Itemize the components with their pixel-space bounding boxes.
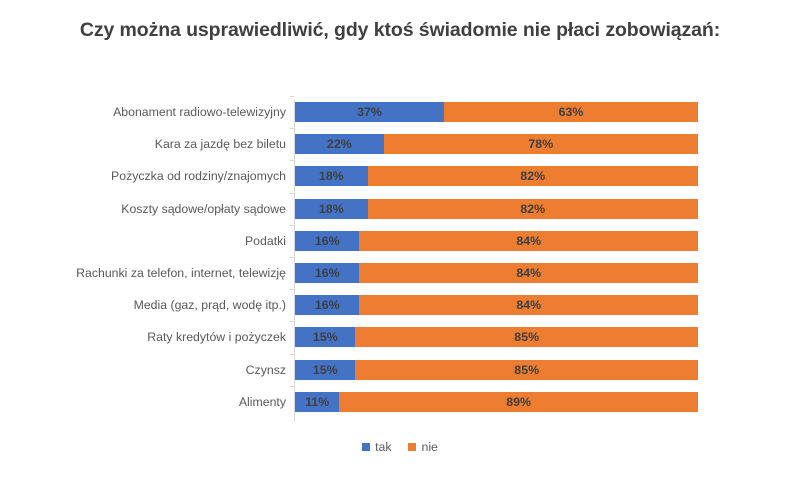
bar-segment-nie: 84% xyxy=(359,295,698,316)
bar-row: Media (gaz, prąd, wodę itp.) 16% 84% xyxy=(0,289,800,321)
category-label: Podatki xyxy=(244,233,286,248)
bar-row: Kara za jazdę bez biletu 22% 78% xyxy=(0,128,800,160)
category-label: Czynsz xyxy=(245,362,286,377)
bar-segment-nie: 85% xyxy=(355,327,698,348)
category-label: Pożyczka od rodziny/znajomych xyxy=(111,169,286,184)
bar-segment-tak: 37% xyxy=(295,102,445,123)
bar-row: Raty kredytów i pożyczek 15% 85% xyxy=(0,321,800,353)
bar-segment-tak: 16% xyxy=(295,295,360,316)
axis-tick xyxy=(290,224,294,226)
bar-segment-nie: 84% xyxy=(359,263,698,284)
axis-tick xyxy=(290,289,294,291)
legend-item[interactable]: tak xyxy=(362,440,391,454)
bar-segment-tak: 11% xyxy=(295,391,340,412)
category-label: Koszty sądowe/opłaty sądowe xyxy=(121,201,286,216)
bar-row: Abonament radiowo-telewizyjny 37% 63% xyxy=(0,96,800,128)
category-label: Abonament radiowo-telewizyjny xyxy=(113,105,286,120)
stacked-bar: 37% 63% xyxy=(295,102,698,123)
bar-segment-nie: 82% xyxy=(367,166,698,187)
category-label: Media (gaz, prąd, wodę itp.) xyxy=(133,298,286,313)
bar-segment-nie: 89% xyxy=(339,391,698,412)
stacked-bar: 15% 85% xyxy=(295,359,698,380)
stacked-bar: 18% 82% xyxy=(295,166,698,187)
bar-segment-tak: 18% xyxy=(295,166,368,187)
stacked-bar: 18% 82% xyxy=(295,198,698,219)
legend-swatch-icon xyxy=(408,443,417,451)
bar-row: Rachunki za telefon, internet, telewizję… xyxy=(0,256,800,289)
stacked-bar: 16% 84% xyxy=(295,230,698,251)
bar-segment-nie: 82% xyxy=(367,198,698,219)
axis-tick xyxy=(290,353,294,355)
bar-segment-nie: 63% xyxy=(444,102,698,123)
stacked-bar: 15% 85% xyxy=(295,327,698,348)
bar-segment-nie: 84% xyxy=(359,230,698,251)
axis-tick xyxy=(290,96,294,97)
stacked-bar: 16% 84% xyxy=(295,295,698,316)
bar-row: Podatki 16% 84% xyxy=(0,224,800,257)
category-label: Alimenty xyxy=(238,394,286,409)
chart-legend: tak nie xyxy=(0,440,800,454)
legend-item[interactable]: nie xyxy=(408,440,438,454)
axis-tick xyxy=(290,321,294,323)
legend-swatch-icon xyxy=(362,443,371,451)
axis-tick xyxy=(290,128,294,130)
bar-segment-tak: 22% xyxy=(295,134,384,155)
stacked-bar: 11% 89% xyxy=(295,391,698,412)
bar-row: Pożyczka od rodziny/znajomych 18% 82% xyxy=(0,160,800,192)
bar-segment-tak: 15% xyxy=(295,359,356,380)
bar-segment-tak: 16% xyxy=(295,263,360,284)
category-label: Raty kredytów i pożyczek xyxy=(147,330,286,345)
category-label: Kara za jazdę bez biletu xyxy=(154,137,286,152)
bar-segment-nie: 85% xyxy=(355,359,698,380)
bar-rows: Abonament radiowo-telewizyjny 37% 63% Kara … xyxy=(0,96,800,418)
legend-label: nie xyxy=(421,440,438,454)
category-axis-line xyxy=(294,100,295,422)
bar-segment-tak: 16% xyxy=(295,230,360,251)
bar-row: Koszty sądowe/opłaty sądowe 18% 82% xyxy=(0,192,800,225)
bar-segment-tak: 18% xyxy=(295,198,368,219)
chart-title: Czy można usprawiedliwić, gdy ktoś świad… xyxy=(79,19,721,41)
category-label: Rachunki za telefon, internet, telewizję xyxy=(76,266,286,281)
bar-segment-tak: 15% xyxy=(295,327,356,348)
legend-label: tak xyxy=(375,440,392,454)
stacked-bar: 16% 84% xyxy=(295,263,698,284)
bar-row: Alimenty 11% 89% xyxy=(0,385,800,418)
stacked-bar: 22% 78% xyxy=(295,134,698,155)
axis-tick xyxy=(290,192,294,194)
axis-tick xyxy=(290,160,294,162)
axis-tick xyxy=(290,385,294,387)
plot-area: Abonament radiowo-telewizyjny 37% 63% Kara … xyxy=(0,96,800,424)
axis-tick xyxy=(290,256,294,258)
bar-segment-nie: 78% xyxy=(383,134,698,155)
bar-row: Czynsz 15% 85% xyxy=(0,353,800,386)
